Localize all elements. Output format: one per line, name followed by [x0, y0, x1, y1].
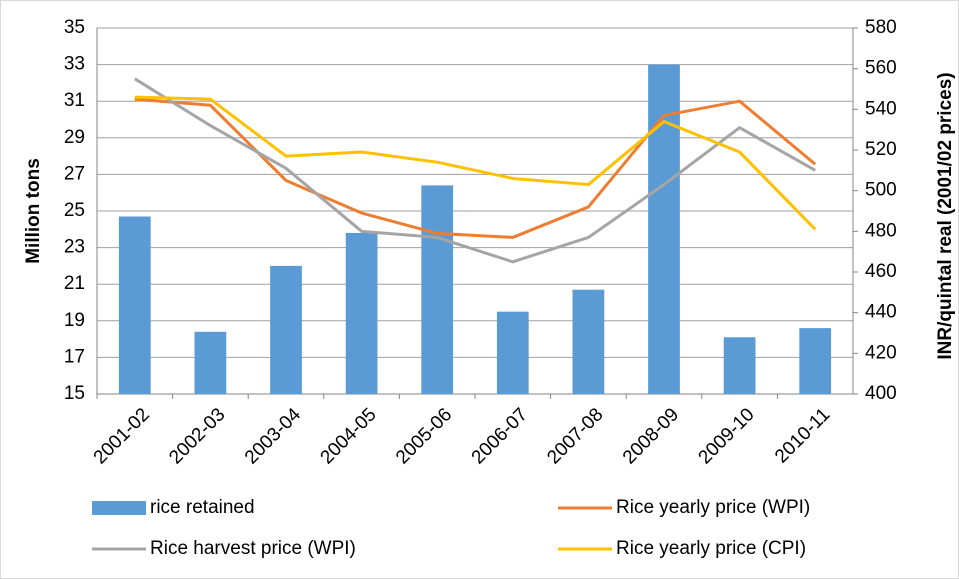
y-tick-label: 29	[64, 127, 85, 148]
y-tick-label: 25	[64, 200, 85, 221]
legend-label: Rice yearly price (CPI)	[616, 538, 806, 559]
y-tick-label: 33	[64, 54, 85, 75]
y-tick-label: 23	[64, 237, 85, 258]
bar	[421, 185, 454, 394]
y2-tick-label: 500	[865, 180, 897, 201]
y2-tick-label: 520	[865, 139, 897, 160]
bar	[799, 328, 832, 394]
legend-label: rice retained	[150, 497, 255, 518]
line	[134, 97, 817, 239]
y2-tick-label: 400	[865, 383, 897, 404]
y-tick-label: 17	[64, 346, 85, 367]
y2-tick-label: 580	[865, 17, 897, 38]
bar	[648, 64, 680, 394]
bar	[270, 265, 302, 394]
legend-label: Rice harvest price (WPI)	[150, 538, 356, 559]
y2-tick-label: 560	[865, 58, 897, 79]
y2-axis-label: INR/quintal real (2001/02 prices)	[935, 72, 956, 359]
bar	[118, 216, 151, 394]
y-tick-label: 21	[64, 273, 85, 294]
y-axis-label: Million tons	[23, 158, 44, 264]
y-tick-label: 27	[64, 163, 85, 184]
bar	[723, 337, 756, 394]
line	[134, 95, 817, 231]
bar	[345, 232, 378, 394]
y2-tick-label: 440	[865, 302, 897, 323]
y2-tick-label: 540	[865, 98, 897, 119]
legend-label: Rice yearly price (WPI)	[616, 497, 810, 518]
y-tick-label: 35	[64, 17, 85, 38]
line	[134, 77, 816, 264]
y2-tick-label: 480	[865, 220, 897, 241]
y-tick-label: 19	[64, 310, 85, 331]
y2-tick-label: 420	[865, 342, 897, 363]
bar	[496, 311, 529, 394]
y-tick-label: 31	[64, 90, 85, 111]
y2-tick-label: 460	[865, 261, 897, 282]
bar	[194, 331, 227, 394]
bar	[572, 289, 605, 394]
y-tick-label: 15	[64, 383, 85, 404]
legend-swatch	[92, 501, 146, 515]
